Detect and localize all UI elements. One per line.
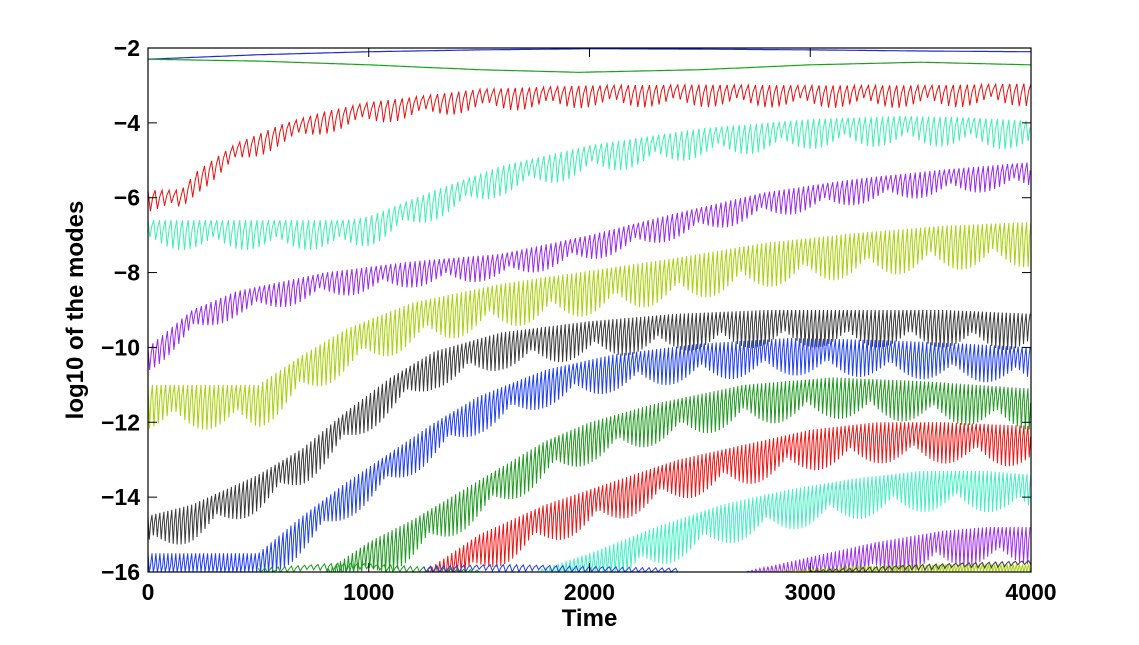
series-line-12 xyxy=(744,527,1031,572)
series-layer xyxy=(148,48,1031,572)
x-tick-label: 0 xyxy=(142,579,155,605)
series-line-16 xyxy=(423,563,679,572)
y-tick-label: −14 xyxy=(101,484,140,510)
series-line-5 xyxy=(148,162,1031,371)
y-tick-label: −16 xyxy=(101,559,140,585)
x-tick-label: 3000 xyxy=(785,579,836,605)
y-axis-title: log10 of the modes xyxy=(62,201,89,420)
y-tick-label: −2 xyxy=(114,35,140,61)
x-tick-label: 4000 xyxy=(1005,579,1056,605)
series-line-10 xyxy=(423,422,1031,572)
series-line-4 xyxy=(148,115,1031,251)
x-tick-label: 1000 xyxy=(343,579,394,605)
y-tick-label: −12 xyxy=(101,409,140,435)
series-line-6 xyxy=(148,221,1031,430)
x-axis-title: Time xyxy=(562,605,618,632)
ticks-layer: 0 1000 2000 3000 4000 −2 −4 −6 −8 −10 −12 −14 −16 xyxy=(101,35,1057,605)
y-tick-label: −10 xyxy=(101,334,140,360)
series-line-14 xyxy=(809,560,1031,572)
series-line-2 xyxy=(148,58,1031,73)
y-tick-label: −4 xyxy=(114,110,140,136)
y-tick-label: −8 xyxy=(114,260,140,286)
series-line-3 xyxy=(148,82,1031,212)
y-tick-label: −6 xyxy=(114,185,140,211)
series-line-9 xyxy=(324,377,1031,572)
x-tick-label: 2000 xyxy=(564,579,615,605)
series-line-7 xyxy=(148,309,1031,545)
series-line-11 xyxy=(534,470,1031,572)
series-line-8 xyxy=(148,338,1031,572)
